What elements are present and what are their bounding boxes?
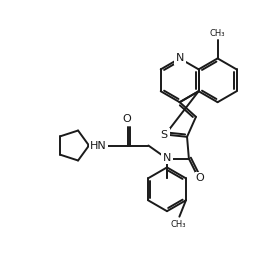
Text: CH₃: CH₃: [210, 29, 225, 38]
Text: N: N: [175, 53, 184, 63]
Text: CH₃: CH₃: [171, 220, 186, 229]
Text: S: S: [161, 130, 168, 139]
Text: O: O: [122, 114, 131, 124]
Text: HN: HN: [90, 141, 107, 151]
Text: N: N: [163, 153, 171, 163]
Text: O: O: [196, 173, 205, 183]
